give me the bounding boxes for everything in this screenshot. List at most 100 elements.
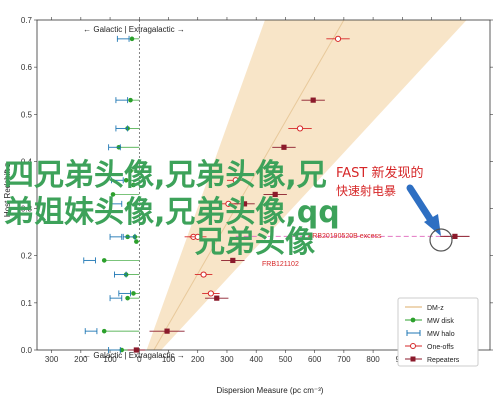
dm-z-center-line [153, 19, 345, 351]
frb121102-annotation: FRB121102 [262, 261, 299, 268]
mw-disk-point [125, 295, 140, 301]
y-tick-label: 0.1 [21, 299, 33, 308]
watermark-line-2: 弟姐妹头像,兄弟头像,qq [4, 195, 340, 230]
repeaters-point [127, 347, 146, 353]
plot-frame [36, 19, 491, 351]
mw-halo-point [84, 328, 98, 335]
y-tick-label: 0.5 [21, 110, 33, 119]
legend-item-dm-z: DM-z [405, 305, 444, 312]
bottom-galactic-extragalactic-label: ← Galactic | Extragalactic → [83, 351, 185, 360]
mw-halo-point [115, 97, 129, 104]
legend-box [397, 297, 479, 367]
legend-item-repeaters: Repeaters [405, 356, 460, 364]
mw-disk-marker [126, 201, 132, 207]
one-offs-marker [296, 125, 304, 132]
mw-disk-point [131, 182, 140, 188]
mw-halo-point [111, 177, 124, 184]
mw-disk-marker [131, 182, 136, 188]
repeaters-marker [164, 328, 170, 334]
mw-halo-point [109, 295, 123, 302]
repeaters-point [234, 201, 255, 207]
one-offs-marker [194, 233, 201, 240]
repeaters-marker [452, 233, 458, 239]
one-offs-marker [334, 35, 342, 42]
frb20190520b-annotation: FRB20190520B excess [308, 233, 382, 240]
legend-label-repeaters: Repeaters [427, 357, 460, 364]
mw-disk-marker [123, 177, 129, 183]
x-tick-label: 100 [103, 355, 117, 364]
repeaters-marker [230, 257, 236, 264]
x-tick-label: 300 [45, 355, 59, 364]
y-tick-label: 0.3 [21, 205, 33, 214]
mw-halo-point [118, 290, 131, 297]
repeaters-point [205, 295, 229, 301]
y-axis-label: Host Redshift z [3, 163, 12, 217]
repeaters-marker [241, 201, 248, 207]
watermark-line-3: 兄弟头像 [195, 225, 315, 260]
top-galactic-extragalactic-label: ← Galactic | Extragalactic → [83, 25, 185, 34]
highlight-circle [429, 228, 453, 252]
x-tick-label: 200 [74, 355, 88, 364]
repeaters-point [272, 144, 296, 150]
mw-disk-point [128, 168, 140, 174]
mw-disk-marker [110, 192, 116, 197]
one-offs-point [226, 177, 245, 184]
legend-item-mw-disk: MW disk [405, 317, 454, 325]
legend-label-mw-disk: MW disk [427, 318, 454, 325]
mw-disk-marker [134, 239, 139, 244]
one-offs-marker [207, 290, 214, 297]
one-offs-marker [232, 177, 239, 184]
repeaters-point [263, 191, 287, 198]
y-tick-label: 0.7 [21, 16, 33, 25]
mw-disk-marker [101, 258, 107, 263]
legend-item-one-offs: One-offs [405, 343, 454, 351]
watermark-line-1: 四兄弟头像,兄弟头像,兄 [4, 158, 327, 193]
one-offs-point [188, 233, 207, 240]
y-tick-label: 0.2 [21, 252, 33, 261]
y-tick-label: 0.0 [21, 346, 33, 355]
repeaters-marker [281, 144, 287, 150]
dm-z-band [146, 20, 467, 350]
legend-label-dm-z: DM-z [427, 305, 444, 312]
mw-disk-point [134, 239, 140, 244]
mw-disk-point [101, 328, 140, 334]
mw-disk-point [126, 201, 140, 207]
repeaters-marker [310, 97, 316, 103]
one-offs-point [326, 35, 350, 42]
mw-disk-marker [128, 97, 133, 103]
mw-halo-point [115, 125, 129, 132]
x-tick-label: 800 [366, 355, 380, 364]
x-axis-label: Dispersion Measure (pc cm⁻³) [217, 386, 324, 395]
axes-layer: 3002001000100200300400500600700800900100… [21, 16, 493, 364]
mw-halo-point [108, 144, 121, 151]
fast-callout-title: FAST 新发现的 [336, 165, 424, 181]
mw-disk-point [101, 258, 140, 263]
mw-halo-point [108, 347, 121, 353]
mw-halo-point [109, 233, 123, 240]
data-points-layer [83, 35, 470, 353]
one-offs-point [288, 125, 312, 132]
repeaters-marker [133, 347, 139, 353]
fast-callout-subtitle: 快速射电暴 [336, 183, 396, 198]
x-tick-label: 0 [137, 355, 142, 364]
mw-disk-point [123, 177, 140, 183]
repeaters-point [440, 233, 470, 239]
repeaters-point [221, 257, 245, 264]
mw-halo-point [116, 35, 130, 42]
x-tick-label: 300 [220, 355, 234, 364]
mw-halo-point [109, 200, 123, 207]
mw-disk-marker [128, 168, 133, 174]
one-offs-marker [225, 200, 232, 207]
repeaters-point [301, 97, 325, 103]
x-tick-label: 100 [162, 355, 176, 364]
mw-disk-point [129, 36, 140, 42]
mw-halo-point [83, 257, 96, 264]
mw-halo-point [122, 233, 136, 240]
dm-z-band-layer [146, 19, 467, 351]
repeaters-point [149, 328, 185, 334]
repeaters-marker [214, 295, 220, 301]
mw-disk-marker [129, 36, 135, 42]
legend-item-mw-halo: MW halo [406, 330, 455, 338]
x-tick-label: 600 [308, 355, 322, 364]
